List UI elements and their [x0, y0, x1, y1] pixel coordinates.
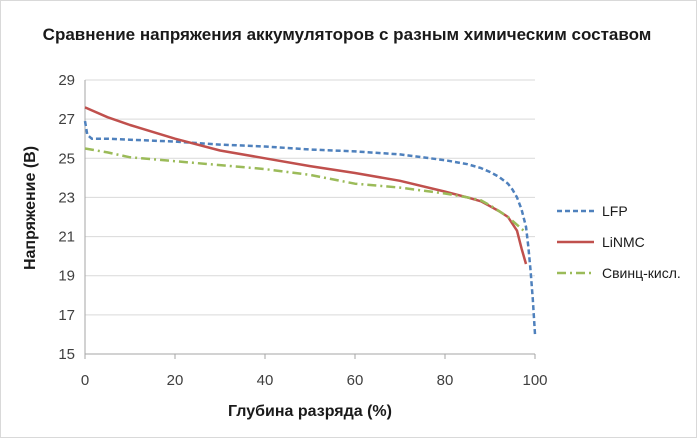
y-tick-label: 21 [58, 229, 75, 246]
y-tick-label: 19 [58, 268, 75, 285]
x-tick-label: 60 [347, 372, 364, 389]
x-tick-labels: 0 20 40 60 80 100 [81, 372, 548, 389]
y-tick-label: 17 [58, 307, 75, 324]
chart-title: Сравнение напряжения аккумуляторов с раз… [43, 25, 652, 44]
series-line-2 [84, 147, 527, 234]
y-tick-label: 15 [58, 346, 75, 363]
y-tick-label: 27 [58, 111, 75, 128]
gridlines [85, 79, 535, 316]
legend-label-1: LiNMC [602, 234, 645, 250]
legend-label-2: Свинц-кисл. [602, 265, 681, 281]
legend: LFP LiNMC Свинц-кисл. [557, 203, 681, 281]
y-axis-label: Напряжение (В) [22, 146, 39, 270]
x-tick-label: 20 [167, 372, 184, 389]
series-line-0 [83, 120, 537, 335]
legend-label-0: LFP [602, 203, 628, 219]
x-tick-label: 40 [257, 372, 274, 389]
y-tick-label: 23 [58, 189, 75, 206]
series-lines [83, 106, 537, 335]
y-tick-label: 29 [58, 72, 75, 89]
axes [84, 80, 536, 359]
x-axis-label: Глубина разряда (%) [228, 403, 392, 420]
x-tick-label: 0 [81, 372, 89, 389]
x-tick-label: 100 [522, 372, 547, 389]
y-tick-label: 25 [58, 150, 75, 167]
x-tick-label: 80 [437, 372, 454, 389]
y-tick-labels: 15 17 19 21 23 25 27 29 [58, 72, 75, 363]
series-line-1 [84, 106, 528, 265]
